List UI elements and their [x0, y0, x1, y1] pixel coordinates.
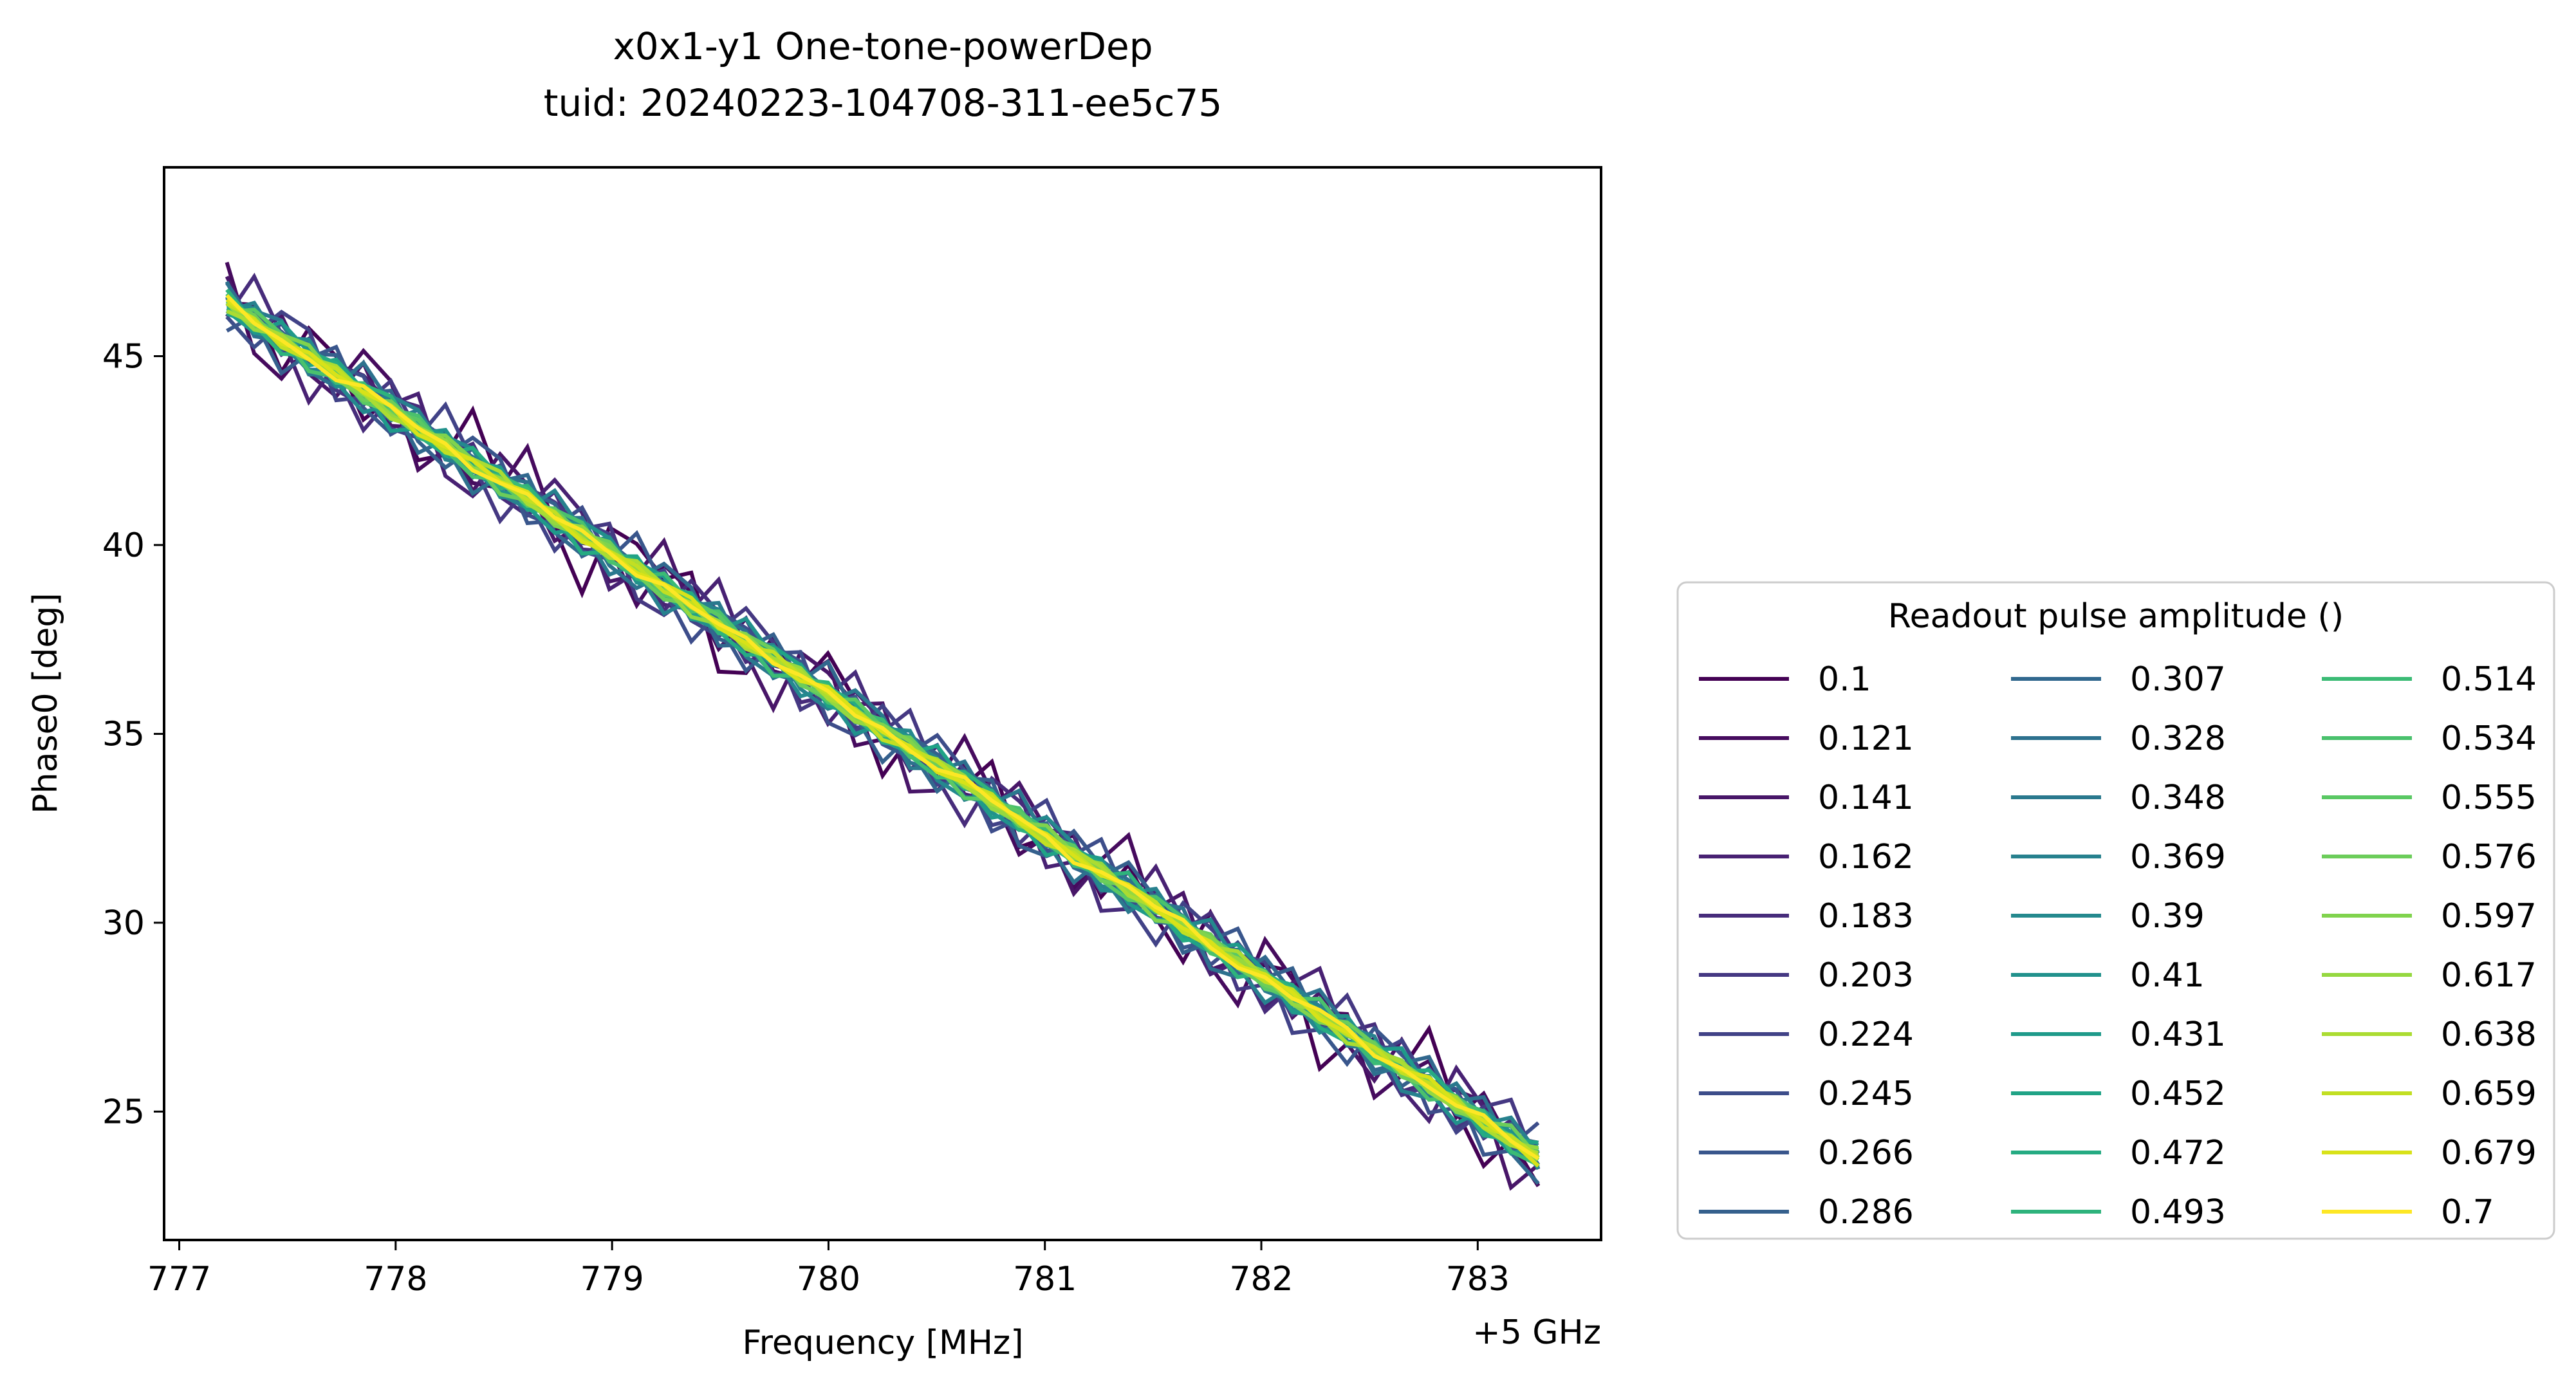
- series-line-0.659: [226, 302, 1540, 1159]
- ticks-layer: 777 778 779 780 781 782 783 25 30 35 40 45: [102, 337, 1510, 1299]
- legend-label: 0.534: [2441, 719, 2537, 758]
- series-line-0.679: [225, 298, 1540, 1168]
- legend-label: 0.493: [2130, 1193, 2226, 1232]
- legend-label: 0.245: [1818, 1075, 1914, 1113]
- x-offset-label: +5 GHz: [1472, 1313, 1601, 1352]
- legend-label: 0.514: [2441, 660, 2537, 699]
- x-tick-label: 781: [1013, 1260, 1077, 1299]
- x-axis-label: Frequency [MHz]: [743, 1324, 1024, 1362]
- legend-label: 0.597: [2441, 897, 2537, 936]
- x-tick-label: 779: [580, 1260, 644, 1299]
- legend-label: 0.369: [2130, 838, 2226, 876]
- legend-label: 0.266: [1818, 1134, 1914, 1172]
- legend-label: 0.162: [1818, 838, 1914, 876]
- x-tick-label: 778: [364, 1260, 427, 1299]
- x-tick-label: 777: [147, 1260, 211, 1299]
- legend-title: Readout pulse amplitude (): [1888, 597, 2344, 636]
- series-line-0.597: [225, 301, 1540, 1162]
- legend-label: 0.328: [2130, 719, 2226, 758]
- legend-label: 0.41: [2130, 956, 2205, 995]
- legend-label: 0.224: [1818, 1015, 1914, 1054]
- legend: Readout pulse amplitude () 0.1 0.121 0.141…: [1676, 581, 2555, 1240]
- legend-label: 0.307: [2130, 660, 2226, 699]
- legend-label: 0.183: [1818, 897, 1914, 936]
- series-line-0.7: [225, 294, 1540, 1161]
- chart-subtitle: tuid: 20240223-104708-311-ee5c75: [544, 81, 1222, 125]
- legend-label: 0.121: [1818, 719, 1914, 758]
- y-tick-label: 35: [102, 715, 145, 754]
- legend-label: 0.576: [2441, 838, 2537, 876]
- legend-label: 0.472: [2130, 1134, 2226, 1172]
- legend-label: 0.141: [1818, 779, 1914, 817]
- legend-label: 0.286: [1818, 1193, 1914, 1232]
- legend-label: 0.1: [1818, 660, 1871, 699]
- legend-label: 0.617: [2441, 956, 2537, 995]
- legend-box: [1676, 581, 2555, 1240]
- x-tick-label: 780: [797, 1260, 860, 1299]
- legend-items: 0.1 0.121 0.141 0.162 0.183 0.203 0.224 0.245 0.…: [1699, 660, 2537, 1232]
- legend-label: 0.348: [2130, 779, 2226, 817]
- legend-label: 0.555: [2441, 779, 2537, 817]
- legend-label: 0.39: [2130, 897, 2205, 936]
- y-tick-label: 25: [102, 1093, 145, 1131]
- legend-label: 0.659: [2441, 1075, 2537, 1113]
- x-tick-label: 782: [1229, 1260, 1293, 1299]
- y-tick-label: 30: [102, 904, 145, 943]
- legend-label: 0.638: [2441, 1015, 2537, 1054]
- y-tick-label: 45: [102, 337, 145, 376]
- legend-label: 0.431: [2130, 1015, 2226, 1054]
- series-line-0.472: [226, 306, 1540, 1167]
- y-axis-label: Phase0 [deg]: [26, 593, 65, 813]
- y-tick-label: 40: [102, 526, 145, 565]
- legend-label: 0.7: [2441, 1193, 2494, 1232]
- legend-label: 0.203: [1818, 956, 1914, 995]
- chart-title: x0x1-y1 One-tone-powerDep: [613, 24, 1153, 68]
- x-tick-label: 783: [1446, 1260, 1510, 1299]
- series-layer: [225, 261, 1541, 1191]
- plot-frame: [163, 166, 1602, 1241]
- legend-label: 0.452: [2130, 1075, 2226, 1113]
- legend-label: 0.679: [2441, 1134, 2537, 1172]
